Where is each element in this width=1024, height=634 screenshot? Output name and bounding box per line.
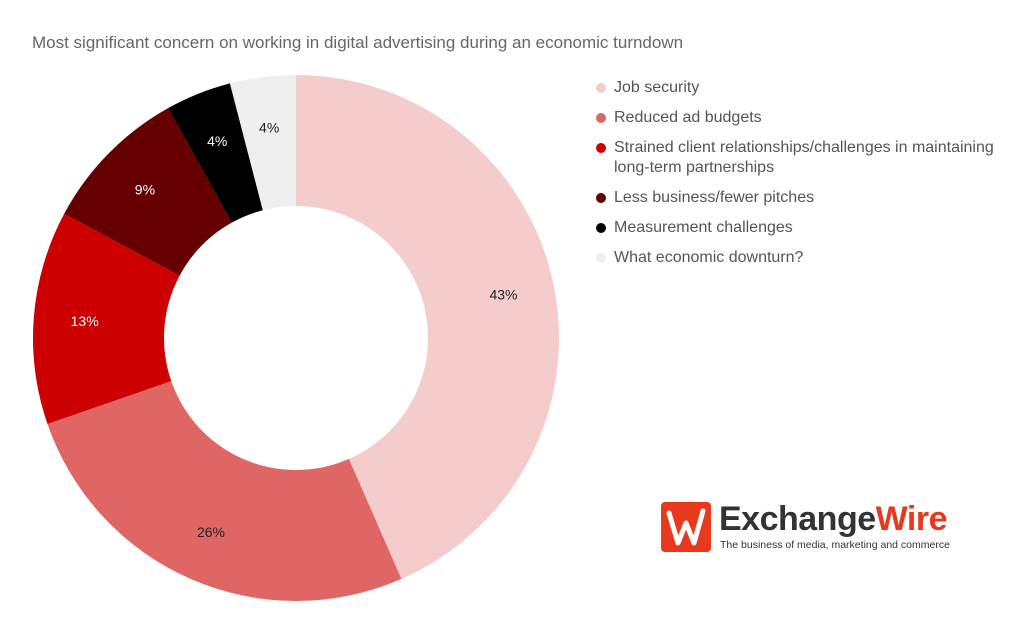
legend-label: Reduced ad budgets — [614, 109, 762, 126]
legend-item: Reduced ad budgets — [596, 108, 996, 128]
legend-label: Job security — [614, 79, 700, 96]
legend-label: Strained client relationships/challenges… — [614, 139, 994, 176]
legend-item: What economic downturn? — [596, 248, 996, 268]
legend-label: Measurement challenges — [614, 219, 793, 236]
legend-swatch — [596, 253, 606, 263]
donut-slice-5 — [168, 83, 263, 223]
slice-value-label: 4% — [259, 120, 279, 136]
logo-wordmark-part2: Wire — [875, 500, 948, 538]
logo-wordmark: ExchangeWire — [719, 499, 948, 539]
chart-legend: Job security Reduced ad budgets Strained… — [596, 78, 996, 278]
donut-slice-1 — [296, 75, 560, 579]
legend-swatch — [596, 193, 606, 203]
slice-value-label: 13% — [71, 313, 99, 329]
legend-label: What economic downturn? — [614, 249, 804, 266]
slice-value-label: 4% — [207, 133, 227, 149]
legend-item: Measurement challenges — [596, 218, 996, 238]
donut-slice-6 — [229, 75, 296, 211]
logo-tagline: The business of media, marketing and com… — [720, 539, 950, 551]
slice-value-label: 26% — [197, 524, 225, 540]
exchangewire-w-logo-icon — [661, 502, 711, 552]
chart-title: Most significant concern on working in d… — [32, 33, 684, 52]
donut-slice-2 — [47, 381, 402, 601]
donut-slice-3 — [33, 213, 180, 425]
legend-label: Less business/fewer pitches — [614, 189, 815, 206]
legend-item: Less business/fewer pitches — [596, 188, 996, 208]
exchangewire-logo: ExchangeWire The business of media, mark… — [661, 499, 961, 554]
donut-slices — [33, 75, 560, 601]
legend-item: Job security — [596, 78, 996, 98]
legend-swatch — [596, 223, 606, 233]
donut-slice-4 — [64, 108, 232, 276]
logo-wordmark-part1: Exchange — [719, 500, 876, 538]
legend-item: Strained client relationships/challenges… — [596, 138, 996, 178]
slice-value-label: 43% — [489, 287, 517, 303]
legend-swatch — [596, 113, 606, 123]
legend-swatch — [596, 143, 606, 153]
slice-value-label: 9% — [135, 181, 155, 197]
donut-labels: 43% 26% 13% 9% 4% 4% — [71, 120, 518, 541]
donut-chart: 43% 26% 13% 9% 4% 4% — [33, 75, 560, 601]
legend-swatch — [596, 83, 606, 93]
